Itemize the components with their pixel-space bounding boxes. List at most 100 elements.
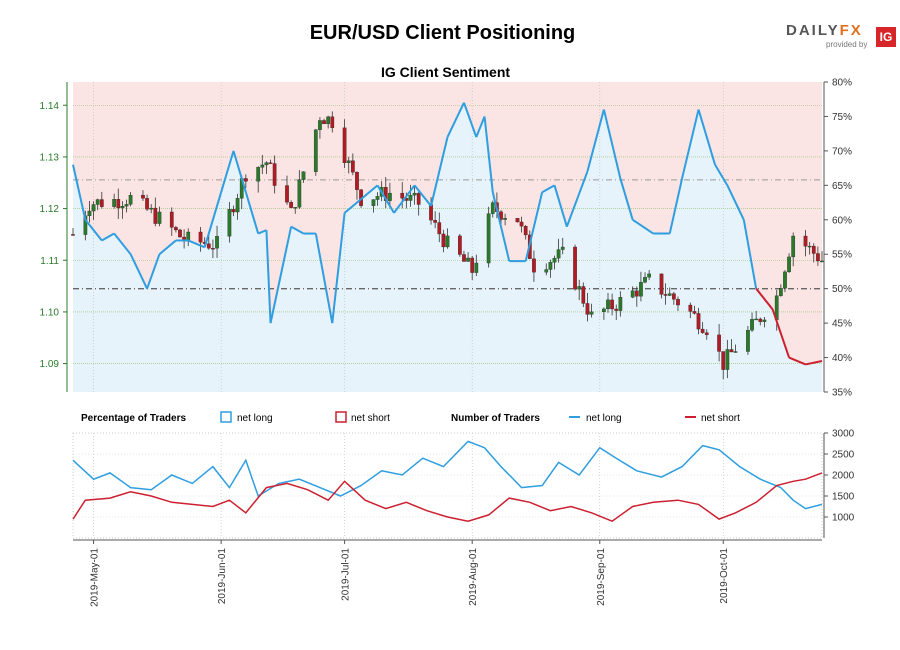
candle-up: [313, 129, 318, 172]
candle-down: [433, 219, 438, 223]
candle-down: [462, 254, 466, 262]
candle-down: [322, 120, 326, 125]
chart-subtitle: IG Client Sentiment: [380, 64, 511, 80]
chart-title: EUR/USD Client Positioning: [309, 22, 576, 44]
sentiment-line-segment: [393, 184, 416, 214]
candle-down: [614, 308, 619, 311]
candle-down: [174, 227, 178, 231]
candle-up: [408, 195, 413, 201]
candle-up: [235, 198, 240, 213]
price-tick-label: 1.13: [40, 152, 60, 163]
candle-up: [445, 235, 450, 248]
percent-tick-label: 50%: [832, 284, 852, 295]
candle-up: [643, 277, 647, 283]
price-tick-label: 1.09: [40, 359, 60, 370]
candle-up: [791, 235, 796, 258]
sentiment-line-segment: [343, 198, 362, 214]
sentiment-line-segment: [84, 219, 103, 242]
candle-down: [634, 290, 639, 297]
sentiment-line-segment: [376, 184, 395, 214]
percent-tick-label: 75%: [832, 112, 852, 123]
sentiment-line-segment: [113, 232, 132, 255]
candle-down: [696, 313, 701, 330]
candle-down: [437, 222, 442, 235]
traders-short-line: [72, 472, 823, 523]
sentiment-line-segment: [146, 253, 161, 290]
candle-up: [112, 199, 117, 207]
x-tick-label: 2019-Aug-01: [468, 548, 479, 606]
candle-up: [787, 256, 791, 273]
sentiment-line-segment: [586, 109, 605, 172]
candle-down: [400, 192, 405, 199]
candle-up: [647, 273, 652, 278]
x-tick-label: 2019-May-01: [90, 548, 101, 607]
candle-up: [589, 311, 594, 315]
candle-down: [470, 257, 475, 273]
sentiment-line-segment: [331, 212, 346, 324]
candle-down: [676, 299, 680, 306]
percent-tick-label: 65%: [832, 181, 852, 192]
ig-logo: IG: [876, 27, 896, 47]
candle-up: [157, 211, 162, 224]
candle-up: [606, 299, 610, 310]
candle-down: [700, 328, 705, 333]
candle-down: [198, 231, 203, 243]
traders-tick-label: 2500: [832, 450, 855, 461]
x-tick-label: 2019-Sep-01: [596, 548, 607, 606]
candle-down: [71, 234, 75, 236]
legend-number-title: Number of Traders: [451, 413, 540, 424]
candle-up: [725, 349, 730, 370]
candle-down: [610, 299, 614, 310]
candle-up: [297, 179, 302, 208]
sentiment-line-segment: [668, 178, 684, 234]
x-tick-label: 2019-Oct-01: [719, 548, 730, 604]
candle-down: [268, 162, 273, 164]
candle-up: [215, 236, 219, 249]
sentiment-line-segment: [203, 191, 223, 248]
sentiment-line-segment: [805, 360, 823, 366]
sentiment-line-segment: [491, 191, 511, 262]
candle-down: [519, 221, 524, 227]
candle-down: [441, 233, 446, 248]
candle-down: [663, 294, 668, 296]
logo-provided-by: provided by: [826, 40, 868, 49]
candle-down: [671, 293, 676, 300]
candle-up: [95, 199, 100, 205]
candle-down: [704, 332, 709, 336]
candle-up: [486, 213, 491, 264]
sentiment-line-segment: [632, 218, 654, 235]
traders-tick-label: 1000: [832, 513, 855, 524]
candle-up: [256, 167, 261, 182]
candle-up: [346, 160, 351, 164]
legend-percentage-title: Percentage of Traders: [81, 413, 186, 424]
candle-up: [227, 209, 232, 237]
candle-down: [206, 243, 211, 249]
candle-up: [733, 351, 738, 353]
candle-up: [260, 164, 265, 168]
candle-up: [544, 269, 549, 273]
candle-down: [721, 351, 726, 370]
legend-short-swatch: [335, 411, 347, 423]
candle-down: [243, 178, 248, 182]
candle-down: [99, 199, 104, 207]
price-tick-label: 1.14: [40, 101, 60, 112]
sentiment-line-segment: [413, 184, 432, 207]
sentiment-line-segment: [265, 230, 272, 324]
candle-up: [293, 207, 298, 209]
candle-up: [783, 271, 787, 289]
candle-up: [412, 192, 417, 196]
candle-up: [762, 319, 767, 322]
candle-up: [128, 194, 133, 205]
sentiment-line-segment: [602, 109, 622, 179]
candle-up: [120, 205, 125, 209]
legend-pct-long-label: net long: [237, 413, 273, 424]
candle-up: [474, 262, 479, 273]
candle-up: [87, 210, 92, 216]
sentiment-line-segment: [232, 150, 247, 193]
candle-up: [548, 262, 553, 270]
percent-tick-label: 45%: [832, 319, 852, 330]
candle-up: [149, 207, 154, 210]
candle-up: [375, 196, 380, 200]
candle-up: [750, 319, 754, 331]
candle-up: [639, 282, 643, 297]
